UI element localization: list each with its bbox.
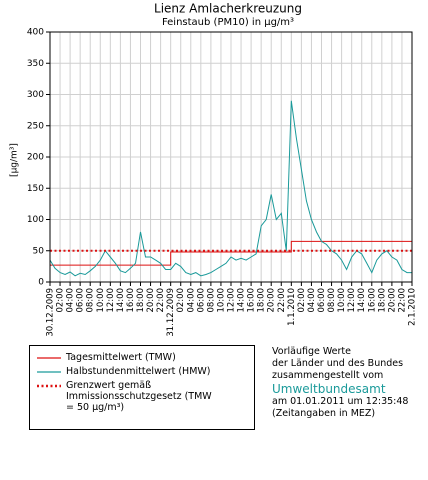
y-tick-label: 400 — [27, 28, 44, 38]
legend-label: Halbstundenmittelwert (HMW) — [66, 366, 211, 377]
x-tick-label: 04:00 — [307, 288, 317, 313]
legend-item: Halbstundenmittelwert (HMW) — [36, 366, 248, 377]
y-tick-label: 250 — [27, 121, 44, 131]
y-tick-label: 200 — [27, 153, 44, 163]
x-tick-label: 16:00 — [367, 288, 377, 313]
x-tick-label: 22:00 — [397, 288, 407, 313]
x-tick-label: 02:00 — [176, 288, 186, 313]
x-tick-label: 08:00 — [327, 288, 337, 313]
legend-item: Tagesmittelwert (TMW) — [36, 352, 248, 363]
x-tick-label: 16:00 — [126, 288, 136, 313]
x-tick-label: 12:00 — [347, 288, 357, 313]
x-tick-label: 18:00 — [136, 288, 146, 313]
x-tick-label: 16:00 — [247, 288, 257, 313]
y-tick-label: 150 — [27, 184, 44, 194]
x-tick-label: 02:00 — [297, 288, 307, 313]
note-line: Umweltbundesamt — [272, 382, 386, 396]
y-axis-label: [µg/m³] — [10, 143, 20, 177]
x-tick-label: 1.1.2010 — [287, 288, 297, 326]
x-tick-label: 18:00 — [257, 288, 267, 313]
legend-swatch — [37, 357, 61, 359]
x-tick-label: 10:00 — [96, 288, 106, 313]
x-tick-label: 18:00 — [377, 288, 387, 313]
x-tick-label: 04:00 — [186, 288, 196, 313]
plot-border — [49, 31, 413, 283]
x-tick-label: 31.12.2009 — [166, 288, 176, 337]
x-tick-label: 06:00 — [196, 288, 206, 313]
legend-swatch — [37, 371, 61, 373]
legend-item: Grenzwert gemäß Immissionsschutzgesetz (… — [36, 380, 248, 413]
legend-label: Tagesmittelwert (TMW) — [66, 352, 176, 363]
x-tick-label: 22:00 — [277, 288, 287, 313]
x-tick-label: 10:00 — [216, 288, 226, 313]
y-tick-label: 100 — [27, 215, 44, 225]
x-tick-label: 08:00 — [86, 288, 96, 313]
x-tick-label: 14:00 — [237, 288, 247, 313]
notes: Vorläufige Werte der Länder und des Bunde… — [272, 346, 408, 420]
x-tick-label: 12:00 — [106, 288, 116, 313]
series-line — [50, 240, 412, 266]
x-tick-label: 14:00 — [357, 288, 367, 313]
note-line: zusammengestellt vom — [272, 370, 384, 381]
note-line: Vorläufige Werte — [272, 346, 351, 357]
x-tick-label: 02:00 — [56, 288, 66, 313]
legend: Tagesmittelwert (TMW) Halbstundenmittelwe… — [29, 345, 255, 430]
note-line: der Länder und des Bundes — [272, 358, 404, 369]
x-tick-label: 20:00 — [387, 288, 397, 313]
chart: Lienz Amlacherkreuzung Feinstaub (PM10) … — [10, 2, 418, 337]
legend-label: Grenzwert gemäß Immissionsschutzgesetz (… — [66, 380, 212, 413]
x-tick-label: 06:00 — [317, 288, 327, 313]
x-tick-label: 2.1.2010 — [408, 288, 418, 326]
y-tick-label: 50 — [33, 246, 45, 256]
note-line: (Zeitangaben in MEZ) — [272, 408, 376, 419]
note-line: am 01.01.2011 um 12:35:48 — [272, 396, 409, 407]
x-tick-label: 30.12.2009 — [46, 288, 56, 337]
chart-subtitle: Feinstaub (PM10) in µg/m³ — [162, 17, 294, 28]
x-tick-label: 10:00 — [337, 288, 347, 313]
x-tick-label: 08:00 — [206, 288, 216, 313]
x-tick-label: 22:00 — [156, 288, 166, 313]
y-tick-label: 300 — [27, 90, 44, 100]
chart-title: Lienz Amlacherkreuzung — [154, 2, 302, 16]
y-tick-label: 350 — [27, 59, 44, 69]
x-tick-label: 20:00 — [267, 288, 277, 313]
x-tick-label: 20:00 — [146, 288, 156, 313]
x-tick-label: 14:00 — [116, 288, 126, 313]
x-tick-label: 06:00 — [76, 288, 86, 313]
series-line — [49, 100, 412, 277]
x-tick-label: 04:00 — [66, 288, 76, 313]
legend-swatch — [37, 384, 61, 388]
x-tick-label: 12:00 — [227, 288, 237, 313]
y-tick-label: 0 — [38, 278, 44, 288]
